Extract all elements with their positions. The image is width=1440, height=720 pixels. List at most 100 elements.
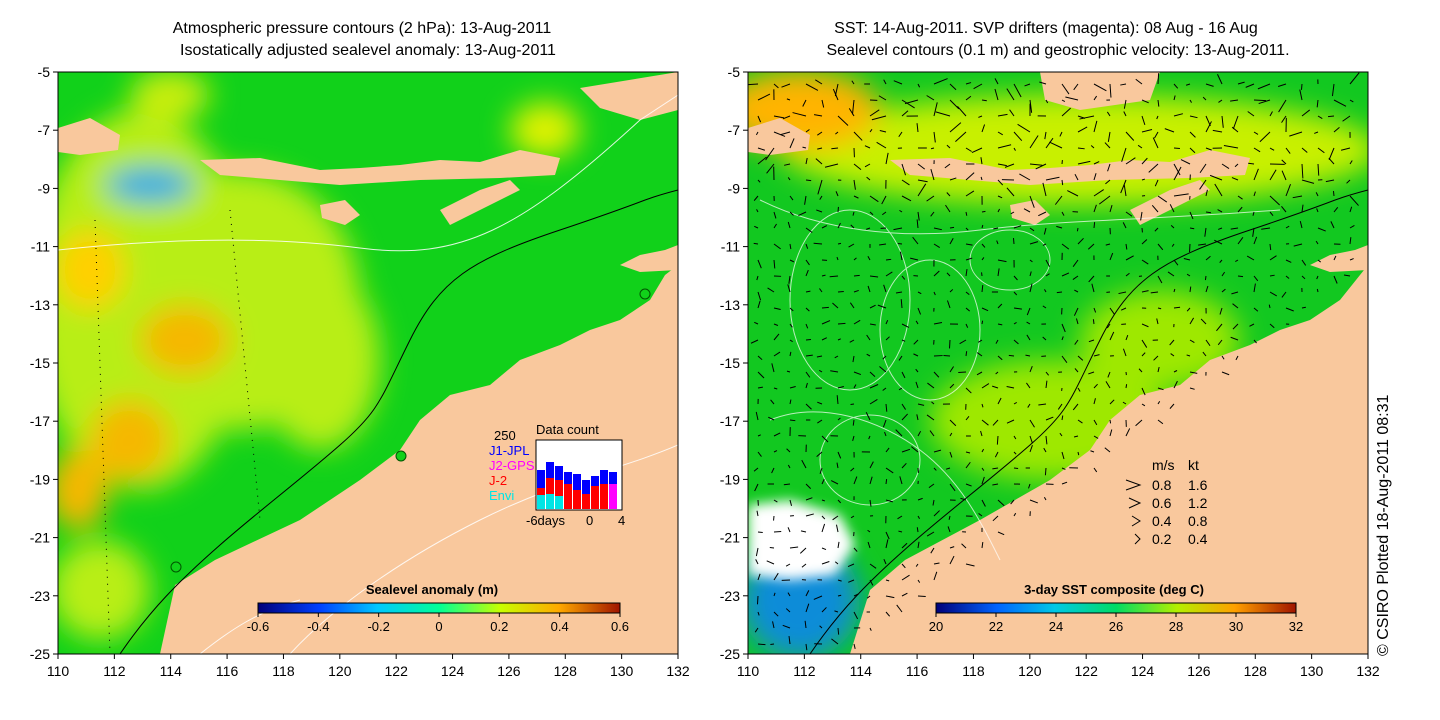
velocity-arrow <box>1061 415 1064 421</box>
velocity-arrow <box>1043 447 1047 453</box>
velocity-arrow <box>1164 128 1175 133</box>
left-colorbar-tick-label: 0 <box>435 619 442 634</box>
velocity-arrow <box>1122 348 1127 357</box>
velocity-arrow <box>766 560 775 565</box>
right-lon-label: 116 <box>906 663 929 679</box>
velocity-arrow <box>755 411 759 421</box>
velocity-arrow <box>1281 206 1287 213</box>
velocity-arrow <box>773 432 781 437</box>
velocity-arrow <box>1013 147 1016 151</box>
velocity-legend-kt-value: 1.6 <box>1188 477 1208 493</box>
velocity-arrow <box>1314 131 1319 134</box>
velocity-arrow <box>901 413 909 421</box>
right-lon-label: 110 <box>737 663 760 679</box>
left-colorbar-tick-label: -0.2 <box>367 619 389 634</box>
velocity-arrow <box>1170 225 1175 229</box>
velocity-arrow <box>965 461 971 469</box>
velocity-arrow <box>1231 291 1239 295</box>
velocity-arrow <box>965 351 968 357</box>
velocity-arrow <box>867 541 871 549</box>
velocity-arrow <box>1137 144 1143 149</box>
velocity-arrow <box>930 168 935 181</box>
velocity-arrow <box>1301 163 1304 179</box>
left-colorbar-ticks: -0.6 -0.4 -0.2 0 0.2 0.4 0.6 <box>247 613 629 634</box>
velocity-arrow <box>1221 271 1226 277</box>
velocity-arrow <box>1109 252 1114 261</box>
velocity-arrow <box>996 435 999 445</box>
velocity-arrow <box>789 499 793 506</box>
velocity-arrow <box>1212 129 1223 133</box>
velocity-arrow <box>1088 339 1095 343</box>
velocity-arrow <box>997 144 1012 149</box>
velocity-arrow <box>1107 163 1111 172</box>
velocity-arrow <box>787 464 791 469</box>
velocity-arrow <box>1214 183 1223 197</box>
velocity-arrow <box>1013 435 1017 440</box>
velocity-arrow <box>821 561 830 565</box>
velocity-arrow <box>949 366 954 373</box>
velocity-arrow <box>1093 307 1097 313</box>
velocity-arrow <box>1217 209 1223 213</box>
left-lon-label: 130 <box>610 663 634 679</box>
velocity-arrow <box>915 320 919 325</box>
velocity-arrow <box>879 130 887 133</box>
velocity-arrow <box>882 419 887 428</box>
velocity-arrow <box>1125 255 1134 261</box>
velocity-arrow <box>1093 161 1100 165</box>
left-lon-label: 132 <box>666 663 690 679</box>
right-colorbar-label: 3-day SST composite (deg C) <box>1024 582 1204 597</box>
velocity-arrow <box>1043 227 1047 235</box>
velocity-arrow <box>771 467 775 474</box>
velocity-arrow <box>804 195 807 205</box>
velocity-arrow <box>1029 419 1035 428</box>
velocity-arrow <box>786 370 791 373</box>
velocity-arrow <box>869 399 878 405</box>
velocity-arrow <box>869 579 874 586</box>
velocity-arrow <box>885 579 890 582</box>
velocity-arrow <box>901 563 906 569</box>
velocity-arrow <box>866 353 871 357</box>
velocity-arrow <box>1141 157 1148 165</box>
right-sumba-island <box>1010 200 1050 225</box>
velocity-arrow <box>805 83 819 91</box>
velocity-arrow <box>965 483 972 487</box>
velocity-arrow <box>819 467 823 474</box>
left-lat-label: -5 <box>38 64 51 80</box>
velocity-arrow <box>817 419 823 424</box>
velocity-arrow <box>1315 240 1319 245</box>
velocity-arrow <box>789 259 795 263</box>
velocity-arrow <box>1105 243 1111 246</box>
velocity-arrow <box>1093 419 1098 426</box>
velocity-arrow <box>917 430 922 437</box>
right-northern-land <box>1040 72 1160 110</box>
velocity-arrow <box>1122 222 1127 229</box>
velocity-arrow <box>1257 83 1271 90</box>
velocity-arrow <box>1122 401 1127 405</box>
velocity-arrow <box>867 256 871 261</box>
velocity-arrow <box>1269 111 1273 117</box>
right-lon-label: 120 <box>1018 663 1042 679</box>
velocity-arrow <box>1325 179 1335 183</box>
velocity-arrow <box>1235 355 1239 361</box>
velocity-arrow <box>773 592 776 597</box>
velocity-arrow <box>899 476 903 485</box>
velocity-arrow <box>869 275 879 278</box>
left-lon-label: 112 <box>103 663 126 679</box>
velocity-arrow <box>1059 432 1063 437</box>
velocity-arrow <box>866 334 871 341</box>
velocity-arrow <box>1285 259 1292 263</box>
velocity-arrow <box>1141 178 1146 181</box>
velocity-arrow <box>981 476 985 485</box>
velocity-arrow <box>997 499 1005 507</box>
velocity-arrow <box>1141 115 1146 126</box>
velocity-arrow <box>1042 336 1047 341</box>
velocity-arrow <box>965 95 972 101</box>
velocity-arrow <box>1013 275 1018 281</box>
velocity-arrow <box>787 527 791 533</box>
velocity-arrow <box>1109 419 1112 424</box>
right-lon-label: 126 <box>1187 663 1211 679</box>
velocity-arrow <box>782 624 791 629</box>
velocity-arrow <box>1237 275 1244 278</box>
velocity-arrow <box>755 131 759 136</box>
velocity-arrow <box>1231 126 1239 133</box>
